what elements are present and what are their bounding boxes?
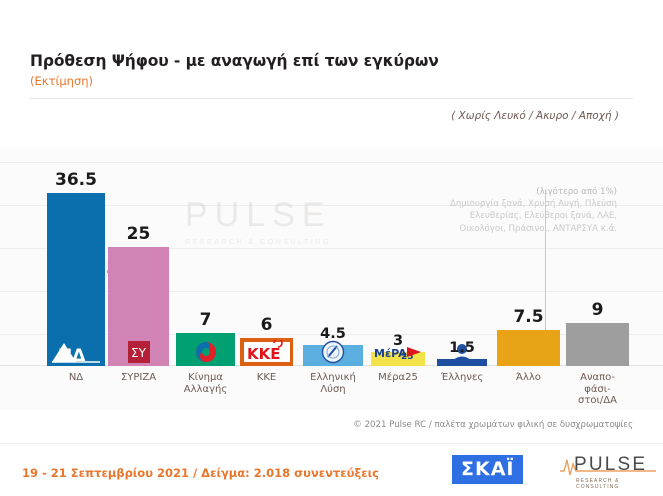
category-label-line: Μέρα25 — [378, 372, 418, 383]
svg-text:ΣΥ: ΣΥ — [131, 346, 147, 360]
bar-slot: ΝΔ 36.5 — [47, 148, 105, 366]
category-label-6: Μέρα25 — [363, 372, 433, 384]
kke-logo-icon: KKE — [240, 339, 293, 365]
annotation-leader-line — [545, 190, 546, 338]
category-label-7: Έλληνες — [429, 372, 495, 384]
small-parties-annotation: (λιγότερο από 1%) Δημιουργία ξανά, Χρυσή… — [367, 186, 617, 235]
gridline — [0, 334, 663, 335]
bar-value-label: 7 — [199, 309, 212, 330]
bar-slot: 9 — [566, 148, 629, 366]
category-label-line: ΣΥΡΙΖΑ — [120, 372, 157, 383]
category-label-3: Κίνημα Αλλαγής — [168, 372, 243, 395]
bar-7[interactable]: ΕΛΛΗΝΕΣ — [437, 344, 487, 366]
elliniki-lysi-logo-icon — [303, 339, 363, 365]
bar-value-label: 9 — [591, 300, 604, 321]
category-label-line: Άλλο — [516, 372, 541, 383]
bar-9[interactable] — [566, 323, 629, 366]
bar-5[interactable] — [303, 340, 363, 366]
mera25-logo-icon: MέPA 25 — [371, 339, 425, 365]
bar-value-label: 3 — [392, 332, 404, 349]
category-label-line: Έλληνες — [440, 372, 484, 383]
bar-slot: 7 — [176, 148, 235, 366]
pulse-logo-text: PULSE — [574, 454, 648, 475]
page-subtitle: (Εκτίμηση) — [30, 74, 94, 88]
category-label-line: Κίνημα — [188, 372, 223, 383]
category-label-line: Αναπο- — [580, 372, 615, 383]
category-label-9: Αναπο-φάσι-στοι/ΔΑ — [558, 372, 637, 407]
gridline — [0, 162, 663, 163]
bar-value-label: 4.5 — [320, 325, 346, 342]
bar-value-label: 36.5 — [55, 169, 97, 190]
bar-slot: KKE 6 — [240, 148, 293, 366]
exclusion-note: ( Χωρίς Λευκό / Άκυρο / Αποχή ) — [451, 110, 619, 122]
bar-value-label: 7.5 — [513, 307, 544, 328]
pulse-logo-subtext: RESEARCH & CONSULTING — [576, 478, 620, 490]
gridline — [0, 205, 663, 206]
bar-2[interactable]: ΣΥ — [108, 247, 169, 366]
category-label-line: Ελληνική — [310, 372, 356, 383]
category-label-line: φάσι- — [584, 383, 611, 395]
bar-slot: 4.5 — [303, 148, 363, 366]
bar-series: 11.5 ΝΔ36.5ΣΥ257KKE64.5MέPA253ΕΛΛΗΝΕΣ1.5… — [0, 148, 663, 366]
annotation-lead: (λιγότερο από 1%) — [536, 187, 617, 197]
svg-text:MέPA: MέPA — [374, 347, 407, 360]
ellines-logo-icon: ΕΛΛΗΝΕΣ — [437, 339, 487, 365]
copyright-note: © 2021 Pulse RC / παλέτα χρωμάτων φιλική… — [353, 420, 633, 430]
category-axis: ΝΔ ΣΥΡΙΖΑ Κίνημα Αλλαγής ΚΚΕ Ελληνική Λύση Μέρα… — [0, 366, 663, 410]
header-divider — [30, 98, 633, 99]
bar-3[interactable] — [176, 332, 235, 366]
bar-6[interactable]: MέPA 25 — [371, 347, 425, 366]
category-label-line: ΝΔ — [68, 372, 84, 383]
category-label-line: Αλλαγής — [183, 383, 228, 395]
category-label-2: ΣΥΡΙΖΑ — [100, 372, 177, 384]
bar-slot: 7.5 — [497, 148, 560, 366]
bar-4[interactable]: KKE — [240, 337, 293, 366]
category-label-8: Άλλο — [489, 372, 568, 384]
gridline — [0, 291, 663, 292]
category-label-4: ΚΚΕ — [232, 372, 301, 384]
bar-8[interactable] — [497, 330, 560, 366]
bar-value-label: 6 — [260, 314, 273, 335]
bar-value-label: 25 — [126, 224, 151, 245]
bar-slot: ΣΥ 25 — [108, 148, 169, 366]
annotation-line-2: Ελευθερίας, Ελεύθεροι ξανά, ΛΑΕ, — [469, 211, 617, 222]
bar-slot: ΕΛΛΗΝΕΣ 1.5 — [437, 148, 487, 366]
fieldwork-date-sample: 19 - 21 Σεπτεμβρίου 2021 / Δείγμα: 2.018… — [22, 466, 379, 480]
category-label-5: Ελληνική Λύση — [295, 372, 371, 395]
plot-area: PULSE RESEARCH & CONSULTING (λιγότερο απ… — [0, 148, 663, 410]
syriza-logo-icon: ΣΥ — [108, 339, 169, 365]
category-label-line: στοι/ΔΑ — [578, 395, 617, 406]
chart-header: Πρόθεση Ψήφου - με αναγωγή επί των εγκύρ… — [0, 0, 663, 148]
bar-value-label: 1.5 — [449, 339, 475, 356]
skai-logo: ΣΚΑΪ — [452, 455, 524, 484]
svg-text:KKE: KKE — [247, 345, 281, 363]
svg-text:25: 25 — [401, 352, 414, 362]
bar-1[interactable]: ΝΔ — [47, 192, 105, 366]
page-title: Πρόθεση Ψήφου - με αναγωγή επί των εγκύρ… — [30, 52, 439, 70]
svg-text:ΝΔ: ΝΔ — [58, 346, 86, 364]
gridline — [0, 248, 663, 249]
category-label-line: Λύση — [320, 383, 346, 395]
kinal-logo-icon — [176, 339, 235, 365]
annotation-line-1: Δημιουργία ξανά, Χρυσή Αυγή, Πλεύση — [449, 199, 617, 210]
pulse-logo: PULSE RESEARCH & CONSULTING — [560, 454, 656, 490]
bar-slot: MέPA 25 3 — [371, 148, 425, 366]
nd-logo-icon: ΝΔ — [47, 339, 105, 365]
annotation-line-3: Οικολόγοι, Πράσινοι, ΑΝΤΑΡΣΥΑ κ.ά. — [459, 223, 617, 234]
category-label-1: ΝΔ — [39, 372, 113, 384]
pulse-waveform-icon — [560, 459, 656, 476]
category-label-line: ΚΚΕ — [256, 372, 277, 383]
footer-divider — [0, 443, 663, 444]
svg-text:ΕΛΛΗΝΕΣ: ΕΛΛΗΝΕΣ — [450, 360, 470, 364]
